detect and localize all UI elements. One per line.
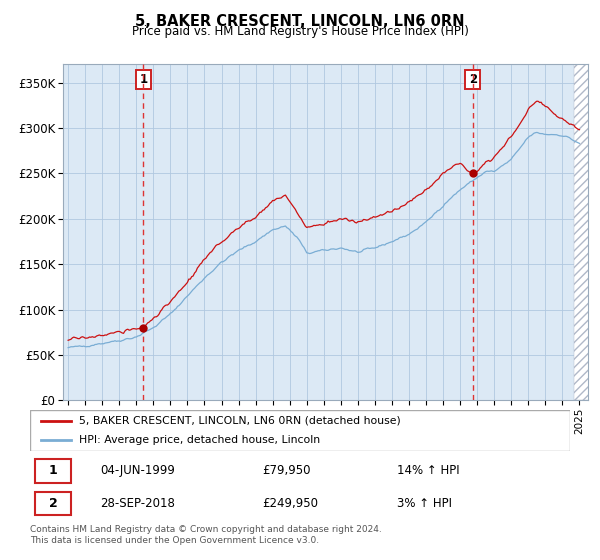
Text: 14% ↑ HPI: 14% ↑ HPI bbox=[397, 464, 460, 478]
Text: 2: 2 bbox=[469, 73, 477, 86]
Text: 5, BAKER CRESCENT, LINCOLN, LN6 0RN: 5, BAKER CRESCENT, LINCOLN, LN6 0RN bbox=[135, 14, 465, 29]
FancyBboxPatch shape bbox=[35, 492, 71, 515]
Text: 3% ↑ HPI: 3% ↑ HPI bbox=[397, 497, 452, 510]
Text: 1: 1 bbox=[139, 73, 148, 86]
Bar bbox=[574, 64, 600, 400]
Text: 1: 1 bbox=[49, 464, 58, 478]
Text: 5, BAKER CRESCENT, LINCOLN, LN6 0RN (detached house): 5, BAKER CRESCENT, LINCOLN, LN6 0RN (det… bbox=[79, 416, 400, 426]
Text: £249,950: £249,950 bbox=[262, 497, 318, 510]
FancyBboxPatch shape bbox=[30, 410, 570, 451]
FancyBboxPatch shape bbox=[35, 459, 71, 483]
Text: 04-JUN-1999: 04-JUN-1999 bbox=[100, 464, 175, 478]
Text: 2: 2 bbox=[49, 497, 58, 510]
Text: Contains HM Land Registry data © Crown copyright and database right 2024.
This d: Contains HM Land Registry data © Crown c… bbox=[30, 525, 382, 545]
Text: HPI: Average price, detached house, Lincoln: HPI: Average price, detached house, Linc… bbox=[79, 435, 320, 445]
Text: 28-SEP-2018: 28-SEP-2018 bbox=[100, 497, 175, 510]
Text: Price paid vs. HM Land Registry's House Price Index (HPI): Price paid vs. HM Land Registry's House … bbox=[131, 25, 469, 38]
Text: £79,950: £79,950 bbox=[262, 464, 311, 478]
